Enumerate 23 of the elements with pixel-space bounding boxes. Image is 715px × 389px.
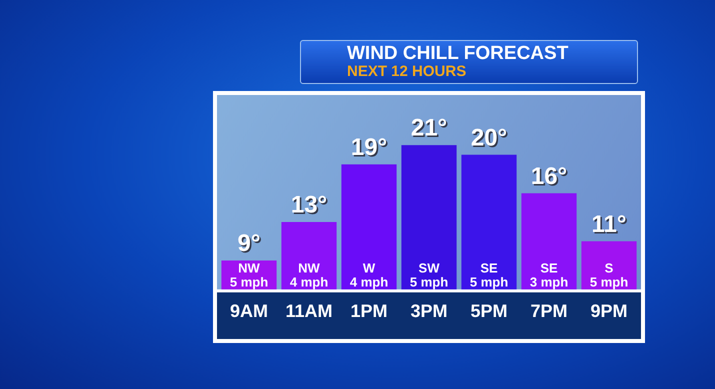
data-label: 13° <box>292 193 329 220</box>
data-label: 20° <box>472 126 509 153</box>
x-tick-label: 9AM <box>230 301 268 322</box>
x-tick-label: 5PM <box>470 301 508 322</box>
data-label: 21° <box>412 116 449 144</box>
x-tick-label: 1PM <box>350 301 388 322</box>
annotation: SE 5 mph <box>470 260 508 290</box>
data-label: 19° <box>352 135 389 162</box>
data-label: 9° <box>239 232 262 259</box>
annotation: W 4 mph <box>350 260 388 290</box>
chart-subtitle: NEXT 12 HOURS <box>347 63 466 80</box>
annotation: SW 5 mph <box>410 260 448 290</box>
chart-title: WIND CHILL FORECAST <box>347 43 568 65</box>
data-label: 11° <box>593 212 628 240</box>
x-tick-label: 7PM <box>530 301 568 322</box>
x-tick-label: 3PM <box>410 301 448 322</box>
data-label: 16° <box>532 164 569 192</box>
annotation: NW 5 mph <box>230 260 268 290</box>
x-tick-label: 9PM <box>590 301 628 322</box>
x-tick-label: 11AM <box>285 301 333 322</box>
annotation: NW 4 mph <box>290 260 328 290</box>
annotation: SE 3 mph <box>530 260 568 290</box>
annotation: S 5 mph <box>590 260 628 290</box>
